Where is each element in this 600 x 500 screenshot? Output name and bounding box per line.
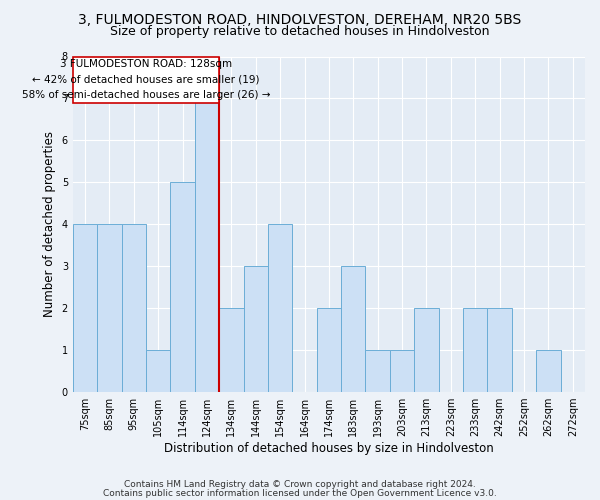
Bar: [170, 182, 195, 392]
Text: Size of property relative to detached houses in Hindolveston: Size of property relative to detached ho…: [110, 25, 490, 38]
Bar: [390, 350, 414, 392]
Bar: [317, 308, 341, 392]
Text: 3 FULMODESTON ROAD: 128sqm: 3 FULMODESTON ROAD: 128sqm: [60, 60, 232, 70]
Text: 58% of semi-detached houses are larger (26) →: 58% of semi-detached houses are larger (…: [22, 90, 270, 101]
Text: Contains HM Land Registry data © Crown copyright and database right 2024.: Contains HM Land Registry data © Crown c…: [124, 480, 476, 489]
Bar: [268, 224, 292, 392]
Text: 3, FULMODESTON ROAD, HINDOLVESTON, DEREHAM, NR20 5BS: 3, FULMODESTON ROAD, HINDOLVESTON, DEREH…: [79, 12, 521, 26]
Bar: [414, 308, 439, 392]
X-axis label: Distribution of detached houses by size in Hindolveston: Distribution of detached houses by size …: [164, 442, 494, 455]
Text: ← 42% of detached houses are smaller (19): ← 42% of detached houses are smaller (19…: [32, 75, 260, 85]
Bar: [487, 308, 512, 392]
Bar: [195, 98, 219, 392]
Bar: [219, 308, 244, 392]
Y-axis label: Number of detached properties: Number of detached properties: [43, 132, 56, 318]
Bar: [146, 350, 170, 392]
Bar: [97, 224, 122, 392]
Bar: [73, 224, 97, 392]
Bar: [463, 308, 487, 392]
Text: Contains public sector information licensed under the Open Government Licence v3: Contains public sector information licen…: [103, 490, 497, 498]
Bar: [122, 224, 146, 392]
Bar: [536, 350, 560, 392]
Bar: [244, 266, 268, 392]
Bar: [73, 56, 219, 104]
Bar: [365, 350, 390, 392]
Bar: [341, 266, 365, 392]
